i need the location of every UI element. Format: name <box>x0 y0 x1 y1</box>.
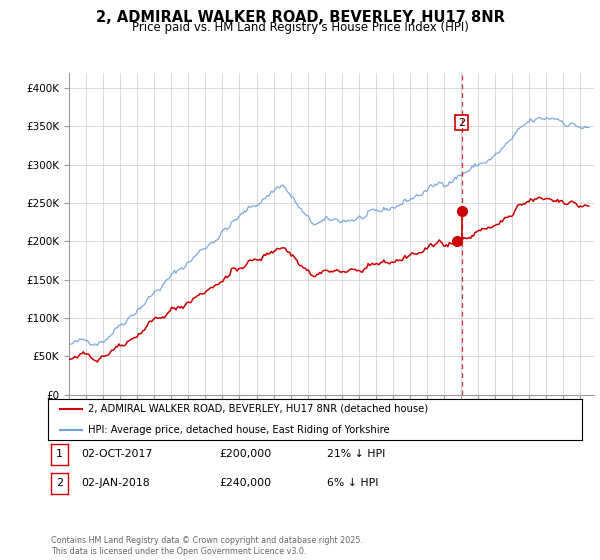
Text: £240,000: £240,000 <box>219 478 271 488</box>
Text: HPI: Average price, detached house, East Riding of Yorkshire: HPI: Average price, detached house, East… <box>88 425 389 435</box>
Text: 2: 2 <box>458 118 465 128</box>
Text: 02-JAN-2018: 02-JAN-2018 <box>81 478 149 488</box>
Text: 2, ADMIRAL WALKER ROAD, BEVERLEY, HU17 8NR: 2, ADMIRAL WALKER ROAD, BEVERLEY, HU17 8… <box>95 10 505 25</box>
Text: 2: 2 <box>56 478 63 488</box>
Text: Price paid vs. HM Land Registry's House Price Index (HPI): Price paid vs. HM Land Registry's House … <box>131 21 469 34</box>
Text: £200,000: £200,000 <box>219 449 271 459</box>
Text: Contains HM Land Registry data © Crown copyright and database right 2025.
This d: Contains HM Land Registry data © Crown c… <box>51 536 363 556</box>
Text: 2, ADMIRAL WALKER ROAD, BEVERLEY, HU17 8NR (detached house): 2, ADMIRAL WALKER ROAD, BEVERLEY, HU17 8… <box>88 404 428 414</box>
Text: 1: 1 <box>56 449 63 459</box>
Text: 02-OCT-2017: 02-OCT-2017 <box>81 449 152 459</box>
Text: 6% ↓ HPI: 6% ↓ HPI <box>327 478 379 488</box>
Text: 21% ↓ HPI: 21% ↓ HPI <box>327 449 385 459</box>
